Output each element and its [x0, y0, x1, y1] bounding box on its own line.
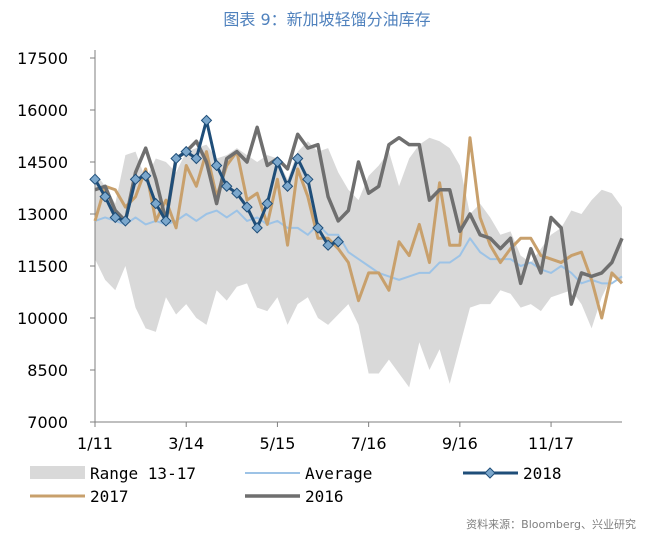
y-tick-label: 14500: [17, 153, 68, 172]
y-tick-label: 16000: [17, 101, 68, 120]
series-2018-point: [170, 152, 182, 165]
series-2018-point: [210, 159, 223, 172]
series-2018-point: [231, 187, 243, 199]
legend-item-average: Average: [245, 464, 372, 483]
series-layer: [89, 114, 624, 320]
series-2017-line: [93, 136, 624, 320]
series-2018-point: [139, 170, 152, 182]
series-2018-point: [221, 180, 233, 192]
legend-item-2016: 2016: [245, 487, 344, 506]
legend-label: 2017: [90, 487, 129, 506]
series-2018-point: [160, 215, 172, 227]
series-2018-point: [281, 180, 294, 192]
series-2018-point: [251, 222, 263, 234]
series-2018-point: [99, 190, 111, 203]
source-note: 资料来源：Bloomberg、兴业研究: [466, 518, 636, 531]
legend-swatch: [30, 466, 85, 479]
y-tick-label: 10000: [17, 309, 68, 328]
series-average-line: [94, 209, 623, 285]
series-2018-point: [109, 211, 121, 224]
series-2018-point: [271, 156, 284, 168]
legend-label: Average: [305, 464, 372, 483]
series-2018-point: [332, 236, 344, 248]
series-2018-point: [150, 197, 162, 210]
x-tick-label: 11/17: [528, 434, 574, 453]
legend: Range 13-17 Average 2018 2017 2016: [30, 464, 562, 506]
series-2018-point: [119, 215, 132, 227]
series-2018-point: [322, 239, 334, 251]
legend-label: 2016: [305, 487, 344, 506]
x-tick-label: 7/16: [351, 434, 387, 453]
series-2018-point: [261, 197, 273, 210]
y-tick-label: 13000: [17, 205, 68, 224]
series-2018-point: [291, 152, 304, 165]
y-tick-label: 11500: [17, 257, 68, 276]
legend-label: 2018: [523, 464, 562, 483]
range-band-area: [95, 137, 622, 388]
series-2018-point: [312, 222, 324, 234]
axes-layer: 17500 16000 14500 13000 11500 10000 8500 7000 1/…: [17, 49, 622, 453]
series-2018-point: [302, 173, 314, 186]
range-band-layer: [95, 137, 622, 388]
series-2018-point: [129, 173, 142, 186]
y-tick-label: 8500: [27, 361, 68, 380]
legend-label: Range 13-17: [90, 464, 196, 483]
legend-marker: [484, 467, 496, 479]
legend-item-2017: 2017: [30, 487, 129, 506]
series-2018-point: [89, 173, 101, 186]
legend-item-range: Range 13-17: [30, 464, 196, 483]
x-tick-label: 5/15: [259, 434, 295, 453]
legend-item-2018: 2018: [463, 464, 562, 483]
series-2018-point: [190, 152, 203, 165]
chart-title: 图表 9：新加坡轻馏分油库存: [223, 10, 431, 29]
x-tick-label: 9/16: [442, 434, 478, 453]
series-2018-point: [180, 145, 192, 158]
series-2018-point: [200, 114, 213, 127]
x-tick-label: 1/11: [77, 434, 113, 453]
y-tick-label: 7000: [27, 413, 68, 432]
y-tick-label: 17500: [17, 49, 68, 68]
series-2018-point: [241, 201, 253, 213]
x-tick-label: 3/14: [168, 434, 204, 453]
